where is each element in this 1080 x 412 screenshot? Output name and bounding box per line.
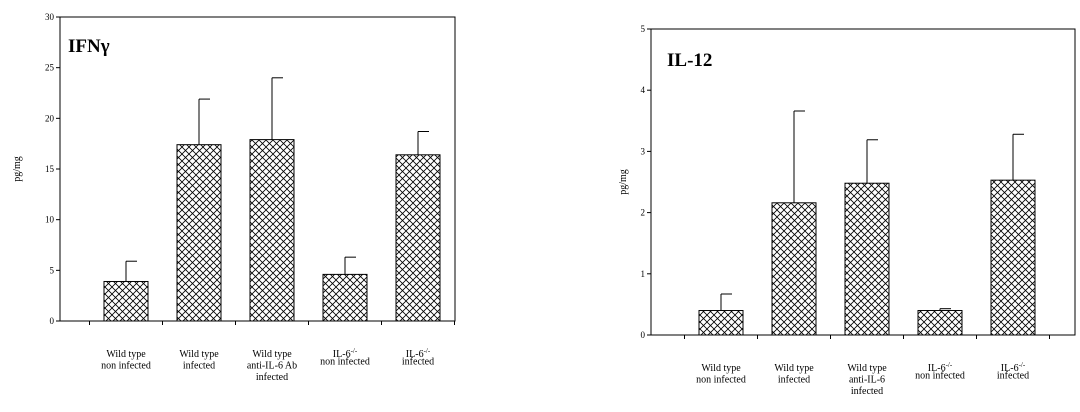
y-tick-label: 10 [45, 215, 55, 225]
category-label: Wild type anti-IL-6 infected [847, 363, 887, 397]
category-label-line: Wild type [179, 349, 219, 360]
bar [917, 310, 963, 336]
bar [395, 154, 441, 322]
bar [103, 280, 149, 322]
category-label: Wild type non infected [696, 363, 746, 386]
category-label: IL-6-/-infected [997, 361, 1029, 382]
y-tick-label: 3 [641, 146, 646, 156]
bar [698, 310, 744, 336]
category-label-line: infected [183, 361, 215, 372]
category-label: Wild type infected [179, 349, 219, 372]
category-label: Wild type infected [774, 363, 814, 386]
y-tick-label: 15 [45, 164, 55, 174]
bar [176, 144, 222, 322]
category-label-line: infected [256, 372, 288, 383]
y-tick-label: 5 [50, 265, 55, 275]
chart-title: IL-12 [667, 50, 712, 71]
y-tick-label: 4 [641, 85, 646, 95]
bar [844, 182, 890, 336]
category-label-line: non infected [101, 361, 151, 372]
y-tick-label: 5 [641, 24, 646, 34]
category-label-line: Wild type [252, 349, 292, 360]
category-label: Wild type anti-IL-6 Ab infected [247, 349, 297, 383]
category-label-line: Wild type [774, 363, 814, 374]
y-tick-label: 25 [45, 63, 55, 73]
bar [771, 202, 817, 336]
category-label-line: non infected [915, 371, 965, 382]
category-label-line: Wild type [106, 349, 146, 360]
category-label-line: Wild type [701, 363, 741, 374]
category-label-line: non infected [696, 375, 746, 386]
bar [322, 273, 368, 322]
category-label-line: anti-IL-6 [849, 375, 885, 386]
y-tick-label: 2 [641, 208, 646, 218]
category-label-line: infected [778, 375, 810, 386]
y-axis-label: pg/mg [12, 156, 23, 182]
y-tick-label: 30 [45, 12, 55, 22]
category-label: IL-6-/-non infected [320, 347, 370, 368]
y-tick-label: 0 [50, 316, 55, 326]
category-label-line: infected [997, 371, 1029, 382]
category-label: IL-6-/-infected [402, 347, 434, 368]
y-tick-label: 20 [45, 113, 55, 123]
category-label-line: infected [402, 357, 434, 368]
category-label-line: Wild type [847, 363, 887, 374]
category-label-line: anti-IL-6 Ab [247, 361, 297, 372]
category-label: Wild type non infected [101, 349, 151, 372]
chart-title: IFNγ [68, 36, 110, 57]
y-tick-label: 0 [641, 330, 646, 340]
category-label-line: infected [851, 386, 883, 397]
bar [990, 179, 1036, 336]
category-label: IL-6-/-non infected [915, 361, 965, 382]
y-tick-label: 1 [641, 269, 646, 279]
y-axis-label: pg/mg [618, 169, 629, 195]
bar [249, 139, 295, 322]
category-label-line: non infected [320, 357, 370, 368]
